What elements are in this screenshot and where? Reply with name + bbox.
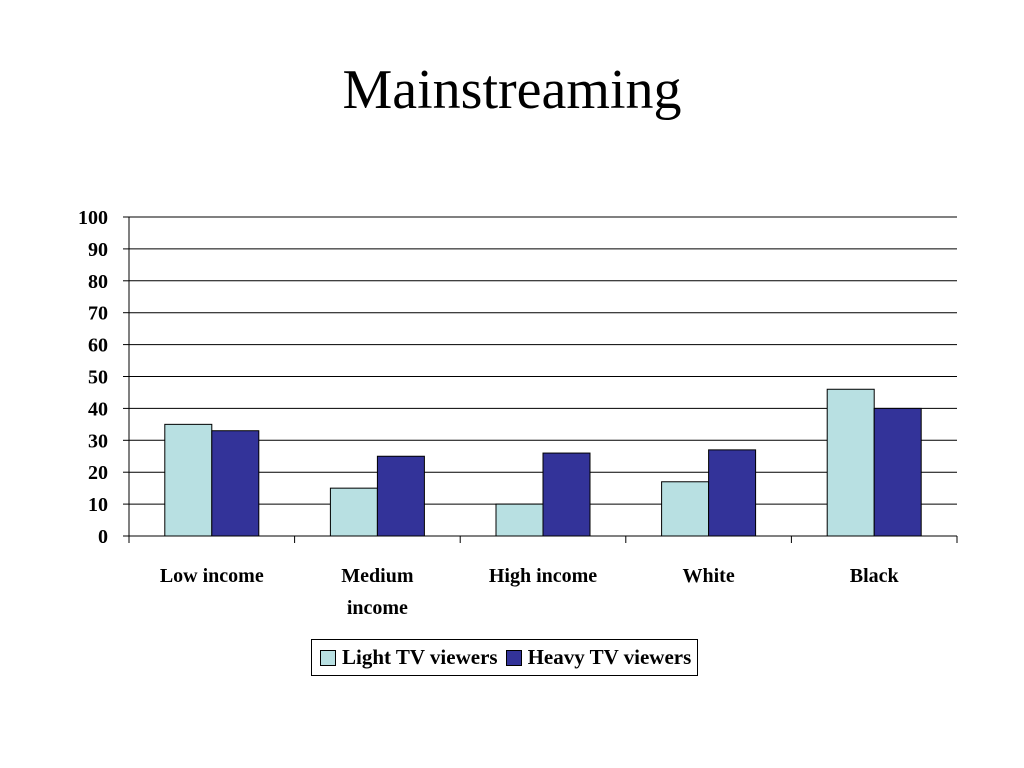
y-tick-label: 70 [88, 303, 108, 325]
bar-light-4 [826, 388, 875, 537]
bar-light-3 [661, 481, 710, 537]
legend-item-heavy: Heavy TV viewers [505, 645, 692, 670]
y-tick-label: 20 [88, 462, 108, 484]
y-tick-label: 10 [88, 494, 108, 516]
legend-item-light: Light TV viewers [320, 645, 498, 670]
bar-heavy-3 [708, 449, 757, 537]
bar-light-1 [329, 487, 378, 537]
x-category-label: White [682, 565, 734, 587]
bar-heavy-4 [873, 407, 922, 537]
x-category-label: High income [489, 565, 597, 587]
y-tick-label: 50 [88, 367, 108, 389]
y-tick-label: 40 [88, 398, 108, 420]
bar-heavy-2 [542, 452, 591, 537]
y-tick-label: 90 [88, 239, 108, 261]
chart-legend: Light TV viewers Heavy TV viewers [311, 639, 699, 676]
legend-label-light: Light TV viewers [342, 645, 498, 669]
legend-label-heavy: Heavy TV viewers [527, 645, 692, 669]
y-tick-label: 60 [88, 335, 108, 357]
bar-light-0 [164, 423, 213, 537]
x-category-label: Medium income [341, 565, 414, 619]
y-tick-label: 100 [78, 207, 108, 229]
legend-swatch-heavy [505, 649, 522, 666]
bar-heavy-0 [211, 430, 260, 537]
axes [123, 216, 958, 543]
bars [164, 388, 922, 537]
legend-swatch-light [320, 649, 336, 666]
axis-labels: 0 10 20 30 40 50 60 70 80 90 100 Low income Medium in… [78, 207, 900, 619]
x-category-label: Low income [160, 565, 264, 587]
bar-light-2 [495, 503, 544, 537]
y-tick-label: 0 [98, 526, 108, 548]
bar-heavy-1 [376, 455, 425, 537]
x-category-label: Black [850, 565, 900, 587]
slide-title: Mainstreaming [342, 59, 682, 121]
y-tick-label: 80 [88, 271, 108, 293]
y-tick-label: 30 [88, 430, 108, 452]
